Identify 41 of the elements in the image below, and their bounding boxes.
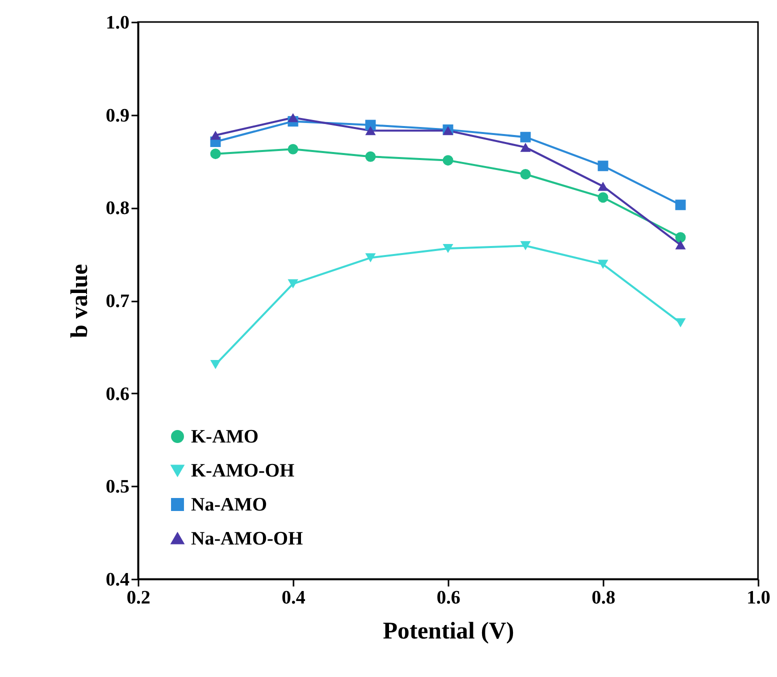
x-tick-label: 0.2 [126,588,150,608]
point [210,360,221,370]
point [598,260,608,269]
point [675,200,686,210]
legend-label: Na-AMO [191,494,267,516]
y-tick-label: 0.5 [106,476,130,498]
point [598,160,608,172]
x-tick-label: 0.8 [592,588,616,608]
y-tick-label: 1.0 [106,12,130,34]
point [598,182,608,191]
point [288,279,298,288]
legend-label: K-AMO [191,426,259,448]
point [365,151,376,162]
point [520,241,531,250]
point [210,148,221,160]
legend-label: Na-AMO-OH [191,528,304,550]
point [365,126,376,136]
point [288,144,298,154]
y-tick-label: 0.4 [106,570,130,590]
y-tick-label: 0.9 [106,105,130,126]
point [442,244,454,254]
point [675,232,686,243]
x-tick-label: 0.6 [436,588,460,608]
point [210,130,221,140]
x-tick-label: 1.0 [746,588,770,608]
point [675,318,686,328]
y-axis-title: b value [66,264,93,338]
point [598,192,608,203]
point [288,113,298,122]
y-tick-label: 0.6 [106,384,130,405]
x-tick-label: 0.4 [282,588,306,608]
point [520,142,531,152]
y-tick-label: 0.7 [106,291,130,312]
point [442,155,454,166]
legend-label: K-AMO-OH [191,460,295,482]
y-tick-label: 0.8 [106,198,130,220]
point [520,132,531,142]
point [520,169,531,180]
point [675,240,686,250]
x-axis-title: Potential (V) [382,618,514,644]
point [365,253,376,262]
